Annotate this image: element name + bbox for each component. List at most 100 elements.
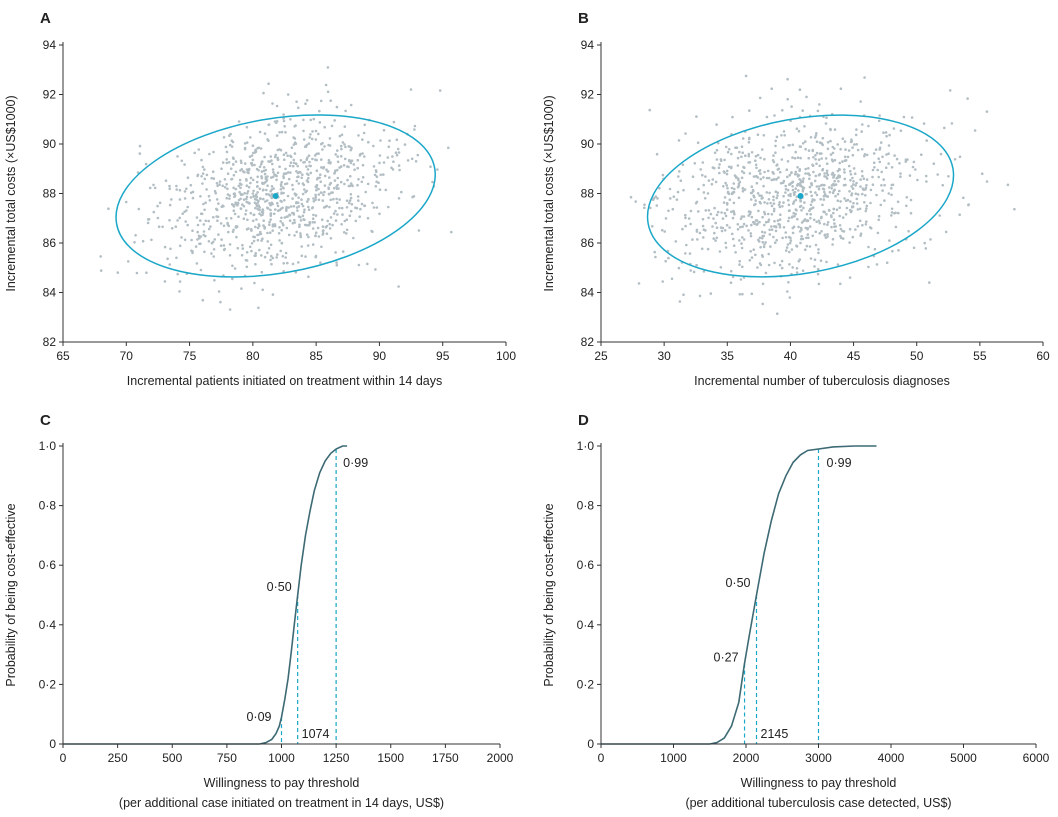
scatter-point — [169, 247, 172, 251]
scatter-point — [834, 229, 837, 232]
scatter-point — [798, 184, 802, 187]
scatter-point — [356, 158, 360, 162]
scatter-point — [244, 258, 248, 262]
scatter-point — [821, 203, 824, 207]
scatter-point — [293, 218, 296, 222]
scatter-point — [749, 234, 753, 238]
scatter-point — [865, 207, 868, 210]
scatter-point — [803, 201, 806, 204]
scatter-point — [300, 202, 304, 206]
scatter-point — [326, 66, 330, 69]
scatter-point — [716, 210, 720, 214]
scatter-point — [263, 255, 267, 259]
scatter-point — [796, 217, 799, 221]
scatter-point — [284, 151, 288, 155]
scatter-point — [229, 217, 233, 220]
scatter-point — [278, 226, 281, 229]
scatter-point — [316, 226, 320, 230]
scatter-point — [336, 149, 339, 152]
scatter-point — [839, 87, 843, 90]
scatter-point — [303, 145, 307, 148]
scatter-point — [748, 172, 752, 175]
scatter-point — [243, 142, 247, 145]
scatter-point — [685, 243, 688, 247]
scatter-point — [877, 214, 881, 218]
scatter-point — [736, 228, 740, 231]
scatter-point — [276, 253, 279, 256]
scatter-point — [752, 175, 756, 178]
scatter-point — [936, 173, 939, 176]
scatter-point — [231, 230, 235, 234]
scatter-point — [291, 183, 294, 187]
scatter-point — [884, 166, 888, 169]
scatter-point — [371, 201, 374, 205]
scatter-point — [704, 209, 708, 212]
scatter-point — [713, 166, 716, 170]
scatter-point — [328, 222, 332, 226]
confidence-ellipse — [646, 114, 955, 278]
scatter-point — [260, 175, 263, 178]
y-tick-label: 0·8 — [39, 499, 57, 513]
scatter-point — [825, 116, 828, 119]
scatter-point — [779, 213, 782, 216]
scatter-point — [905, 204, 908, 208]
x-tick-label: 35 — [721, 349, 735, 363]
scatter-point — [760, 194, 763, 198]
scatter-point — [818, 232, 821, 235]
scatter-point — [392, 120, 396, 124]
scatter-point — [744, 74, 748, 78]
scatter-point — [168, 184, 171, 188]
scatter-point — [267, 193, 270, 196]
scatter-point — [297, 205, 301, 208]
scatter-point — [967, 203, 970, 206]
scatter-point — [737, 196, 741, 199]
scatter-point — [99, 255, 102, 258]
scatter-point — [855, 128, 858, 131]
scatter-point — [684, 224, 687, 228]
scatter-point — [845, 206, 849, 210]
scatter-point — [770, 87, 773, 90]
scatter-point — [314, 138, 318, 141]
x-tick-label: 80 — [246, 349, 260, 363]
x-axis-subtitle: (per additional tuberculosis case detect… — [685, 796, 951, 810]
scatter-point — [829, 214, 833, 217]
scatter-point — [830, 158, 834, 161]
scatter-point — [141, 239, 145, 243]
scatter-point — [806, 227, 809, 231]
scatter-point — [852, 183, 855, 186]
scatter-point — [888, 133, 891, 137]
scatter-point — [317, 235, 321, 238]
scatter-point — [258, 197, 262, 200]
scatter-point — [985, 180, 989, 183]
scatter-point — [909, 211, 913, 215]
scatter-point — [699, 168, 702, 171]
scatter-point — [782, 226, 786, 229]
scatter-point — [890, 214, 893, 217]
y-tick-label: 0·2 — [39, 677, 57, 691]
scatter-point — [181, 212, 184, 215]
scatter-point — [195, 216, 199, 219]
scatter-point — [215, 208, 219, 212]
scatter-point — [248, 155, 252, 158]
scatter-point — [807, 149, 811, 152]
scatter-point — [734, 251, 737, 254]
scatter-point — [929, 238, 932, 241]
scatter-point — [827, 186, 831, 189]
scatter-point — [378, 161, 381, 165]
scatter-point — [832, 207, 836, 211]
scatter-point — [677, 175, 680, 178]
scatter-point — [814, 243, 818, 247]
scatter-point — [107, 207, 110, 210]
scatter-point — [230, 203, 234, 206]
scatter-point — [232, 209, 236, 212]
scatter-point — [775, 177, 778, 181]
scatter-point — [701, 224, 705, 228]
scatter-point — [860, 147, 864, 151]
scatter-point — [244, 209, 248, 212]
scatter-point — [243, 192, 246, 195]
scatter-point — [820, 152, 823, 155]
scatter-point — [344, 109, 347, 113]
scatter-point — [305, 172, 309, 176]
scatter-point — [796, 175, 800, 178]
